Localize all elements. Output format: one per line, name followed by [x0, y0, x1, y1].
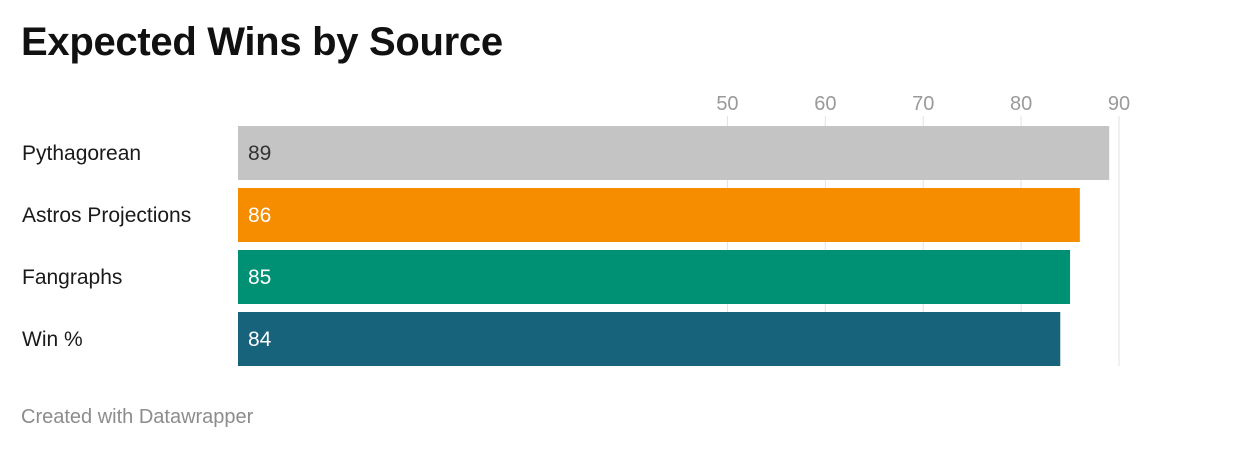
value-label: 89 [248, 142, 271, 165]
value-label: 85 [248, 266, 271, 289]
x-axis-ticks: 50 60 70 80 90 [716, 93, 1130, 115]
bar-1 [238, 188, 1080, 242]
value-label: 86 [248, 204, 271, 227]
bar-3 [238, 312, 1061, 366]
x-tick-label: 70 [912, 93, 934, 115]
category-labels: Pythagorean Astros Projections Fangraphs Wi… [22, 142, 191, 351]
x-tick-label: 50 [716, 93, 738, 115]
category-label: Astros Projections [22, 204, 191, 227]
value-labels: 89 86 85 84 [248, 142, 272, 351]
bar-2 [238, 250, 1071, 304]
x-tick-label: 80 [1010, 93, 1032, 115]
bar-chart: 50 60 70 80 90 Pythagorean Astros Projections… [22, 93, 1130, 366]
value-label: 84 [248, 328, 272, 351]
x-tick-label: 60 [814, 93, 836, 115]
bar-0 [238, 126, 1110, 180]
x-tick-label: 90 [1108, 93, 1130, 115]
category-label: Fangraphs [22, 266, 122, 289]
credit-text: Created with Datawrapper [21, 406, 254, 428]
bars [238, 126, 1110, 366]
category-label: Win % [22, 328, 83, 351]
category-label: Pythagorean [22, 142, 141, 165]
chart-title: Expected Wins by Source [21, 20, 503, 64]
